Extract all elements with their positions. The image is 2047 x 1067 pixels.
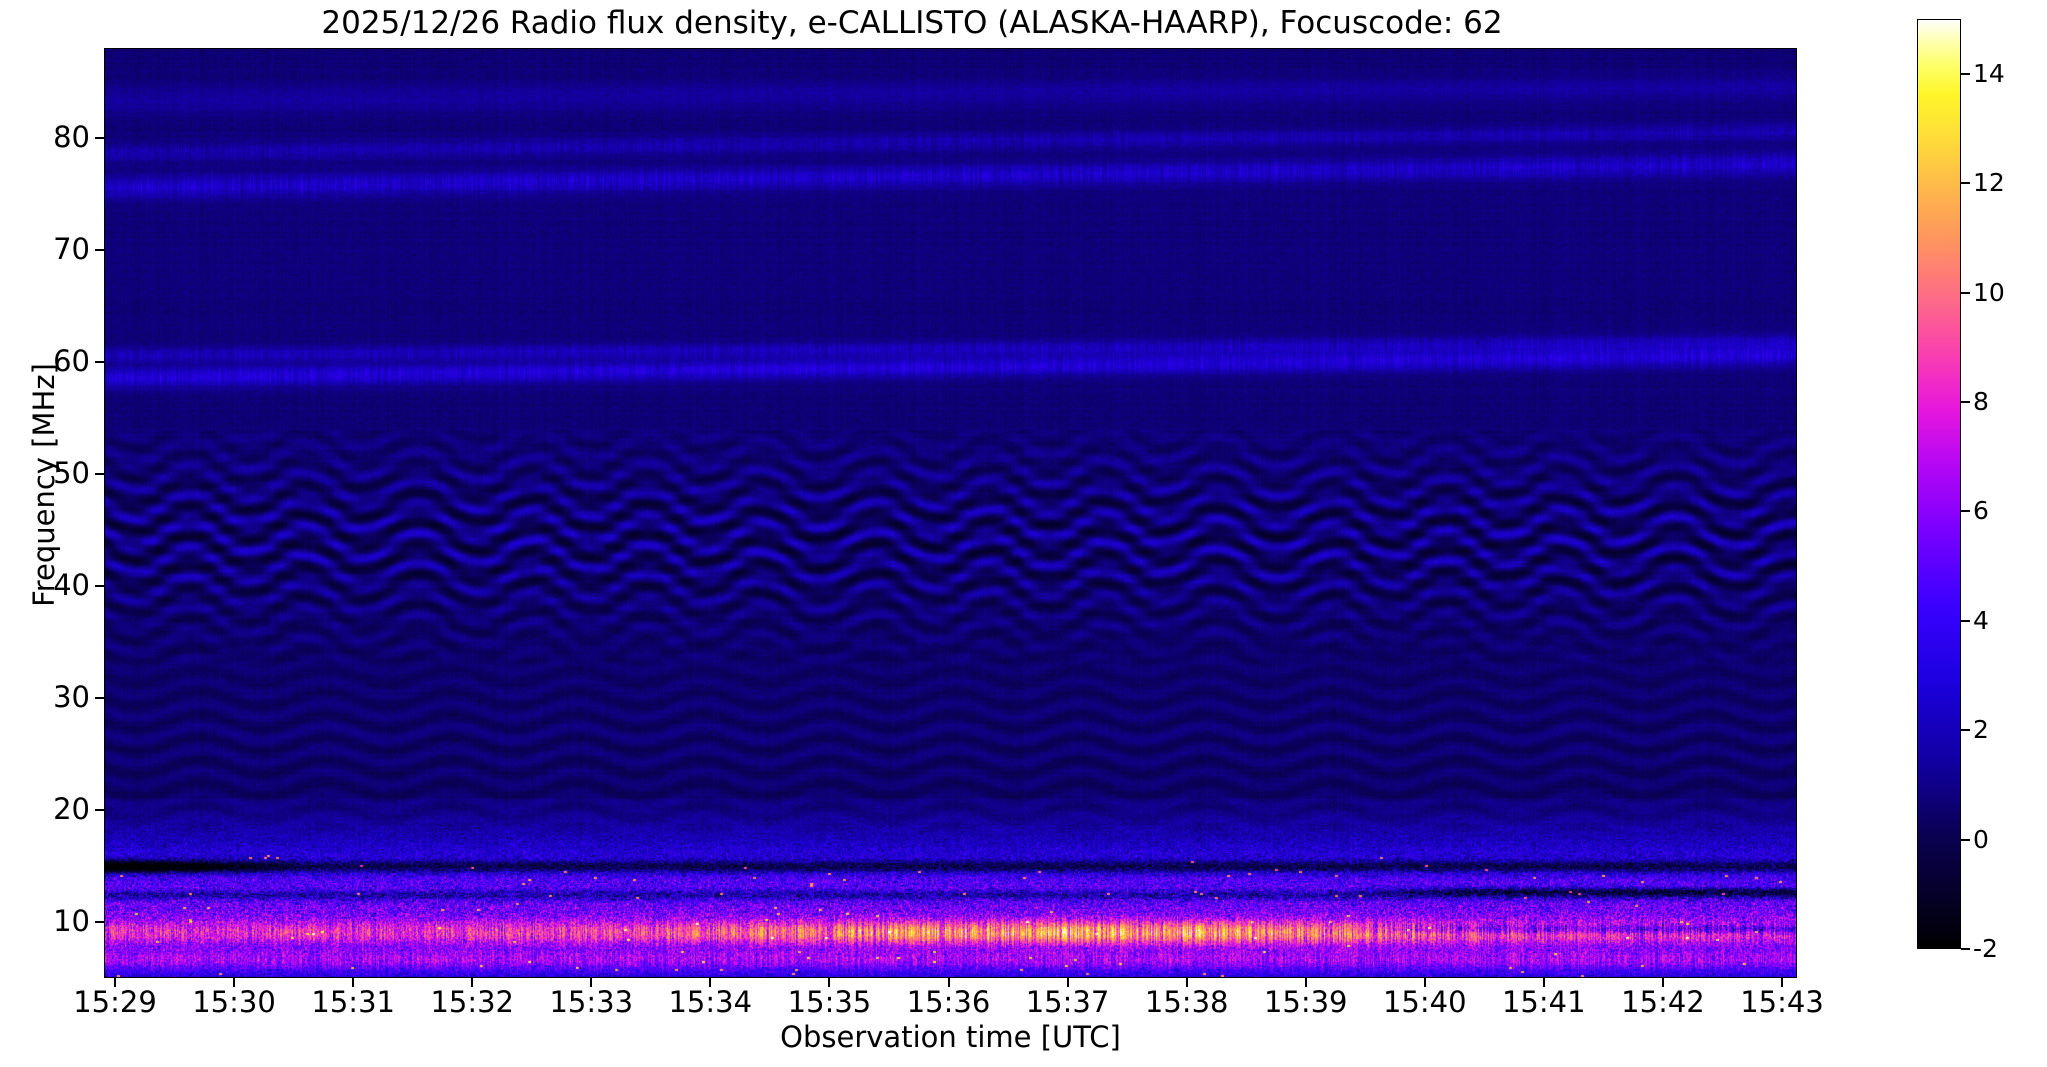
y-tick-label: 40: [53, 567, 90, 602]
y-tick-label: 60: [53, 343, 90, 378]
colorbar-tick-label: 2: [1973, 715, 1989, 745]
page-title: 2025/12/26 Radio flux density, e-CALLIST…: [321, 5, 1503, 41]
y-tick-label: 20: [53, 791, 90, 826]
x-tick-mark: [1423, 978, 1426, 987]
spectrogram-plot[interactable]: [104, 48, 1797, 978]
colorbar-tick-mark: [1961, 838, 1970, 841]
y-tick-label: 80: [53, 119, 90, 154]
x-tick-label: 15:42: [1621, 985, 1705, 1019]
y-tick-mark: [95, 808, 104, 811]
x-tick-mark: [1304, 978, 1307, 987]
x-tick-mark: [1185, 978, 1188, 987]
colorbar-tick-label: 14: [1973, 58, 2005, 88]
x-tick-label: 15:29: [73, 985, 157, 1019]
y-tick-mark: [95, 136, 104, 139]
colorbar-tick-label: 0: [1973, 824, 1989, 854]
y-tick-label: 30: [53, 679, 90, 714]
y-tick-label: 70: [53, 231, 90, 266]
x-tick-label: 15:40: [1382, 985, 1467, 1019]
colorbar-tick-mark: [1961, 182, 1970, 185]
y-tick-label: 50: [53, 455, 90, 490]
y-tick-mark: [95, 360, 104, 363]
colorbar-tick-label: -2: [1973, 934, 1998, 963]
x-tick-mark: [352, 978, 355, 987]
spectrogram-canvas: [105, 49, 1796, 977]
x-tick-mark: [709, 978, 712, 987]
x-tick-mark: [1542, 978, 1545, 987]
y-tick-label: 10: [53, 903, 90, 938]
colorbar-tick-label: 10: [1973, 277, 2005, 307]
x-tick-mark: [114, 978, 116, 987]
x-tick-label: 15:30: [192, 985, 276, 1019]
x-tick-label: 15:32: [430, 985, 515, 1019]
x-tick-mark: [1661, 978, 1664, 987]
x-tick-mark: [828, 978, 831, 987]
x-tick-mark: [471, 978, 474, 987]
colorbar-gradient: [1917, 19, 1961, 949]
x-tick-label: 15:31: [311, 985, 395, 1019]
colorbar-tick-mark: [1961, 729, 1970, 732]
x-tick-label: 15:33: [549, 985, 634, 1019]
colorbar-tick-mark: [1961, 619, 1970, 622]
y-tick-mark: [95, 248, 104, 251]
colorbar-tick-mark: [1961, 72, 1970, 75]
colorbar-tick-mark: [1961, 400, 1970, 403]
y-tick-mark: [95, 584, 104, 587]
x-tick-mark: [590, 978, 593, 987]
x-tick-label: 15:36: [906, 985, 991, 1019]
colorbar-tick-label: 8: [1973, 386, 1989, 416]
x-tick-label: 15:37: [1025, 985, 1110, 1019]
x-tick-label: 15:34: [668, 985, 753, 1019]
y-tick-mark: [95, 696, 104, 699]
y-tick-mark: [95, 472, 104, 475]
y-tick-mark: [95, 920, 104, 923]
x-tick-label: 15:41: [1501, 985, 1586, 1019]
colorbar-tick-label: 4: [1973, 605, 1989, 635]
x-tick-label: 15:35: [787, 985, 872, 1019]
x-tick-mark: [233, 978, 236, 987]
x-tick-mark: [1066, 978, 1069, 987]
colorbar-tick-mark: [1961, 291, 1970, 294]
x-tick-mark: [947, 978, 950, 987]
colorbar-tick-mark: [1961, 510, 1970, 513]
colorbar-tick-label: 6: [1973, 496, 1989, 526]
x-tick-label: 15:38: [1144, 985, 1229, 1019]
colorbar-tick-mark: [1961, 948, 1970, 950]
x-tick-label: 15:43: [1740, 985, 1824, 1019]
colorbar-tick-label: 12: [1973, 168, 2005, 198]
x-tick-label: 15:39: [1263, 985, 1348, 1019]
x-tick-mark: [1781, 978, 1783, 987]
colorbar[interactable]: 14 12 10 8 6 4 2 0 -2: [1917, 19, 2005, 961]
x-axis-label: Observation time [UTC]: [780, 1020, 1121, 1054]
